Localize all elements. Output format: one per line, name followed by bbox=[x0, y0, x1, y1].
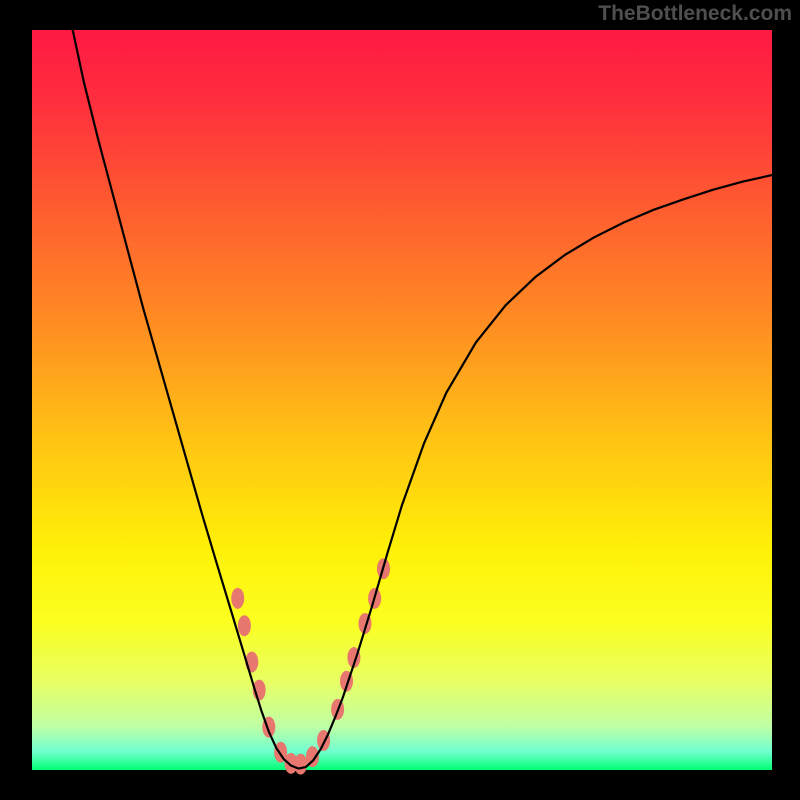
chart-container: TheBottleneck.com bbox=[0, 0, 800, 800]
plot-gradient-area bbox=[32, 30, 772, 770]
data-marker bbox=[238, 615, 251, 636]
data-marker bbox=[294, 754, 307, 775]
data-marker bbox=[231, 588, 244, 609]
chart-svg bbox=[0, 0, 800, 800]
watermark-text: TheBottleneck.com bbox=[598, 2, 792, 26]
